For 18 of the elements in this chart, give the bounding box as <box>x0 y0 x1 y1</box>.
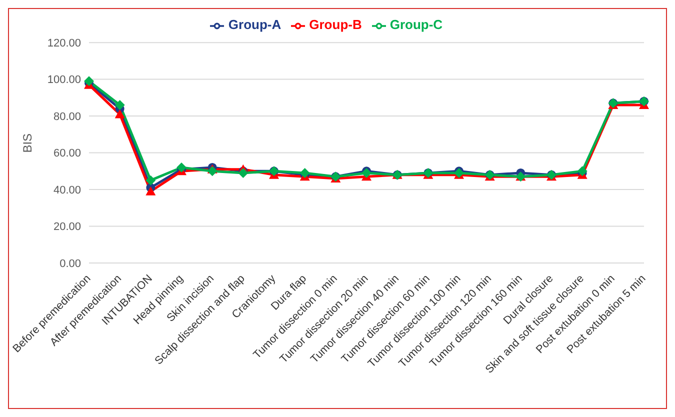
y-tick-label: 60.00 <box>53 148 81 160</box>
point <box>146 186 156 196</box>
point <box>300 168 310 178</box>
point <box>146 175 156 186</box>
point <box>207 166 218 176</box>
y-axis-title: BIS <box>20 133 34 153</box>
point <box>114 100 125 110</box>
y-tick-label: 40.00 <box>53 184 81 196</box>
legend-label: Group-A <box>228 17 282 32</box>
y-tick-label: 100.00 <box>47 74 81 86</box>
y-tick-label: 120.00 <box>47 37 81 50</box>
point <box>114 109 125 118</box>
y-tick-label: 80.00 <box>53 110 81 123</box>
point <box>176 162 186 172</box>
y-tick-label: 0.00 <box>60 258 81 270</box>
y-tick-label: 20.00 <box>53 221 81 234</box>
legend-label: Group-C <box>390 17 443 32</box>
legend-label: Group-B <box>309 17 362 32</box>
